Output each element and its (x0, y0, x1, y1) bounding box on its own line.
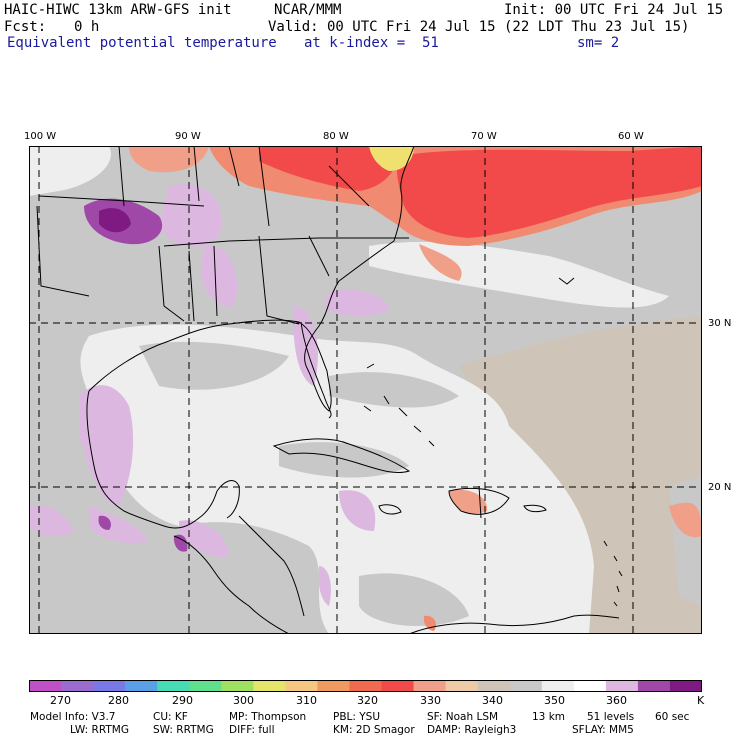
colorbar-swatch (573, 680, 607, 692)
colorbar-swatch (253, 680, 286, 692)
colorbar-swatch (541, 680, 575, 692)
colorbar-swatch (157, 680, 190, 692)
colorbar-label-330: 330 (420, 694, 441, 707)
smoothing-value: sm= 2 (577, 35, 620, 51)
colorbar-swatch (61, 680, 94, 692)
colorbar-label-350: 350 (544, 694, 565, 707)
lon-label-70w: 70 W (471, 131, 497, 142)
colorbar-swatch (381, 680, 415, 692)
model-info-version: Model Info: V3.7 (30, 711, 116, 723)
init-time: Init: 00 UTC Fri 24 Jul 15 (504, 2, 724, 18)
lon-label-60w: 60 W (618, 131, 644, 142)
colorbar-label-280: 280 (108, 694, 129, 707)
colorbar-swatch (413, 680, 447, 692)
colorbar-swatch (637, 680, 671, 692)
colorbar-label-300: 300 (233, 694, 254, 707)
model-info-sflay: SFLAY: MM5 (572, 724, 634, 736)
colorbar-swatch (445, 680, 479, 692)
colorbar-swatch (509, 680, 543, 692)
colorbar-label-320: 320 (357, 694, 378, 707)
map-frame (29, 146, 702, 634)
dark-purple-core (99, 208, 131, 233)
model-info-diff: DIFF: full (229, 724, 275, 736)
lon-label-90w: 90 W (175, 131, 201, 142)
model-info-damp: DAMP: Rayleigh3 (427, 724, 517, 736)
lat-label-30n: 30 N (708, 318, 732, 329)
colorbar-label-310: 310 (296, 694, 317, 707)
coastlines (36, 146, 623, 634)
colorbar-swatch (93, 680, 126, 692)
colorbar-unit: K (697, 694, 705, 707)
organization: NCAR/MMM (274, 2, 342, 18)
valid-time: Valid: 00 UTC Fri 24 Jul 15 (22 LDT Thu … (268, 19, 690, 35)
model-info-timestep: 60 sec (655, 711, 690, 723)
colorbar-swatch (349, 680, 383, 692)
model-info-pbl: PBL: YSU (333, 711, 381, 723)
colorbar (29, 680, 702, 692)
colorbar-swatch (189, 680, 222, 692)
lat-label-20n: 20 N (708, 482, 732, 493)
colorbar-swatch (221, 680, 254, 692)
colorbar-swatch (605, 680, 639, 692)
colorbar-swatch (477, 680, 511, 692)
graticule (29, 146, 702, 634)
model-info-sf: SF: Noah LSM (427, 711, 499, 723)
model-info-lw: LW: RRTMG (70, 724, 129, 736)
yellow-patch (369, 146, 414, 171)
forecast-label: Fcst: (4, 19, 47, 35)
forecast-hour: 0 h (74, 19, 100, 35)
light-field-gulf-caribbean (80, 324, 595, 634)
model-info-sw: SW: RRTMG (153, 724, 214, 736)
colorbar-swatch (285, 680, 318, 692)
model-info-km: KM: 2D Smagor (333, 724, 415, 736)
model-info-levels: 51 levels (587, 711, 635, 723)
model-info-resolution: 13 km (532, 711, 566, 723)
field-name: Equivalent potential temperature (7, 35, 277, 51)
model-info-cu: CU: KF (153, 711, 188, 723)
lilac-patch-mexico (79, 385, 134, 506)
colorbar-swatches (29, 680, 702, 692)
model-title: HAIC-HIWC 13km ARW-GFS init (4, 2, 232, 18)
colorbar-label-290: 290 (172, 694, 193, 707)
tan-field-east (459, 316, 702, 634)
colorbar-swatch (125, 680, 158, 692)
model-info-mp: MP: Thompson (229, 711, 307, 723)
lon-label-100w: 100 W (24, 131, 57, 142)
colorbar-swatch (29, 680, 62, 692)
red-field-atlantic (396, 146, 702, 238)
theta-e-map (29, 146, 702, 634)
colorbar-label-340: 340 (482, 694, 503, 707)
colorbar-swatch (317, 680, 350, 692)
lon-label-80w: 80 W (323, 131, 349, 142)
colorbar-swatch (669, 680, 702, 692)
colorbar-label-270: 270 (50, 694, 71, 707)
vertical-level: at k-index = 51 (304, 35, 439, 51)
colorbar-label-360: 360 (606, 694, 627, 707)
